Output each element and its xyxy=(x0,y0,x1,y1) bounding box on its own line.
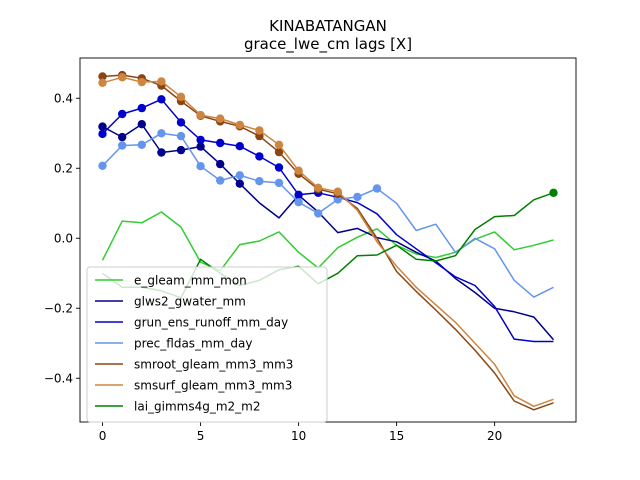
y-tick-label-0.4: 0.4 xyxy=(54,91,73,105)
point-grun_ens_runoff_mm_day-10 xyxy=(294,190,303,199)
point-grun_ens_runoff_mm_day-9 xyxy=(274,163,284,172)
legend-label-e_gleam_mm_mon: e_gleam_mm_mon xyxy=(134,274,247,288)
chart-title: KINABATANGAN xyxy=(269,17,387,35)
point-prec_fldas_mm_day-13 xyxy=(353,192,362,202)
point-prec_fldas_mm_day-11 xyxy=(314,209,323,218)
point-grun_ens_runoff_mm_day-7 xyxy=(235,142,244,151)
point-smsurf_gleam_mm3_mm3-8 xyxy=(255,126,264,135)
point-prec_fldas_mm_day-0 xyxy=(98,161,107,170)
x-tick-label-0: 0 xyxy=(99,429,107,443)
x-tick-label-15: 15 xyxy=(389,429,404,443)
point-grun_ens_runoff_mm_day-4 xyxy=(176,118,186,127)
point-grun_ens_runoff_mm_day-2 xyxy=(137,103,146,113)
point-smsurf_gleam_mm3_mm3-10 xyxy=(294,166,303,175)
point-glws2_gwater_mm-0 xyxy=(98,122,107,131)
point-smroot_gleam_mm3_mm3-0 xyxy=(98,72,107,81)
point-grun_ens_runoff_mm_day-0 xyxy=(98,129,107,139)
point-prec_fldas_mm_day-6 xyxy=(216,176,225,185)
point-prec_fldas_mm_day-7 xyxy=(235,171,244,180)
point-smsurf_gleam_mm3_mm3-9 xyxy=(274,140,284,149)
point-smsurf_gleam_mm3_mm3-12 xyxy=(333,187,342,196)
point-smsurf_gleam_mm3_mm3-6 xyxy=(216,114,225,123)
point-smsurf_gleam_mm3_mm3-11 xyxy=(314,183,323,192)
series-line-grun_ens_runoff_mm_day xyxy=(101,98,554,343)
point-grun_ens_runoff_mm_day-5 xyxy=(196,135,205,145)
point-grun_ens_runoff_mm_day-3 xyxy=(157,95,166,104)
plot-frame xyxy=(79,57,577,423)
point-prec_fldas_mm_day-5 xyxy=(196,162,205,171)
x-tick-label-5: 5 xyxy=(197,429,205,443)
point-prec_fldas_mm_day-3 xyxy=(157,129,166,138)
legend-label-glws2_gwater_mm: glws2_gwater_mm xyxy=(134,295,246,309)
point-glws2_gwater_mm-6 xyxy=(216,159,225,169)
y-tick-label-0: 0.0 xyxy=(54,231,73,245)
legend-label-smroot_gleam_mm3_mm3: smroot_gleam_mm3_mm3 xyxy=(134,358,293,372)
point-glws2_gwater_mm-7 xyxy=(235,179,244,188)
axes: 0 5 10 15 20 −0.4 −0.2 0.0 0.2 0.4 xyxy=(44,57,577,443)
legend: e_gleam_mm_mon glws2_gwater_mm grun_ens_ru… xyxy=(86,266,328,423)
point-glws2_gwater_mm-4 xyxy=(176,145,186,155)
y-tick-label-0.2: 0.2 xyxy=(54,161,73,175)
point-smsurf_gleam_mm3_mm3-1 xyxy=(118,73,127,82)
point-smsurf_gleam_mm3_mm3-4 xyxy=(176,92,186,102)
point-lai_gimms4g_m2_m2-23 xyxy=(549,188,558,197)
y-tick-label--0.4: −0.4 xyxy=(44,371,73,385)
series-line-e_gleam_mm_mon xyxy=(101,211,554,272)
x-tick-label-20: 20 xyxy=(487,429,502,443)
point-grun_ens_runoff_mm_day-8 xyxy=(255,152,264,161)
point-glws2_gwater_mm-2 xyxy=(137,120,146,129)
point-glws2_gwater_mm-5 xyxy=(196,142,205,151)
legend-label-lai_gimms4g_m2_m2: lai_gimms4g_m2_m2 xyxy=(134,400,261,414)
point-glws2_gwater_mm-3 xyxy=(157,148,166,157)
point-grun_ens_runoff_mm_day-1 xyxy=(118,109,127,119)
point-glws2_gwater_mm-1 xyxy=(118,132,127,142)
legend-box xyxy=(86,266,328,423)
point-prec_fldas_mm_day-14 xyxy=(372,184,382,193)
y-tick-label--0.2: −0.2 xyxy=(44,301,73,315)
x-tick-label-10: 10 xyxy=(291,429,306,443)
point-prec_fldas_mm_day-9 xyxy=(274,178,284,188)
point-grun_ens_runoff_mm_day-6 xyxy=(216,138,225,148)
point-smsurf_gleam_mm3_mm3-2 xyxy=(137,77,146,87)
legend-label-prec_fldas_mm_day: prec_fldas_mm_day xyxy=(134,337,253,351)
point-smsurf_gleam_mm3_mm3-5 xyxy=(196,110,205,120)
legend-label-smsurf_gleam_mm3_mm3: smsurf_gleam_mm3_mm3 xyxy=(134,379,292,393)
point-smsurf_gleam_mm3_mm3-7 xyxy=(235,120,244,130)
point-prec_fldas_mm_day-10 xyxy=(294,198,303,207)
legend-label-grun_ens_runoff_mm_day: grun_ens_runoff_mm_day xyxy=(134,316,288,330)
point-prec_fldas_mm_day-2 xyxy=(137,140,146,149)
point-prec_fldas_mm_day-1 xyxy=(118,141,127,150)
chart-subtitle: grace_lwe_cm lags [X] xyxy=(244,35,412,54)
point-smsurf_gleam_mm3_mm3-3 xyxy=(157,77,166,86)
point-smsurf_gleam_mm3_mm3-0 xyxy=(98,78,107,88)
point-prec_fldas_mm_day-8 xyxy=(255,177,264,186)
point-smroot_gleam_mm3_mm3-9 xyxy=(274,147,284,157)
point-prec_fldas_mm_day-4 xyxy=(176,131,186,141)
